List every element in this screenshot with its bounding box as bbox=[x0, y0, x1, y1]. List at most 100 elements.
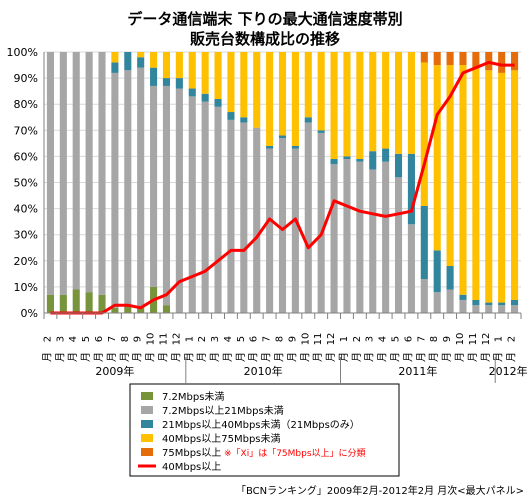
legend-label: 7.2Mbps未満 bbox=[162, 391, 224, 403]
legend-swatch bbox=[141, 420, 153, 428]
x-tick-label-unit: 月 bbox=[145, 352, 157, 362]
bar-segment bbox=[227, 112, 235, 120]
x-tick-label: 3 bbox=[365, 336, 376, 342]
bar-segment bbox=[111, 72, 119, 308]
bar-segment bbox=[485, 302, 493, 306]
x-tick-label-unit: 月 bbox=[351, 352, 363, 362]
bar-segment bbox=[511, 305, 519, 313]
bar-segment bbox=[304, 122, 312, 313]
x-tick-label-unit: 月 bbox=[93, 352, 105, 362]
bar-segment bbox=[356, 159, 364, 162]
x-tick-label: 1 bbox=[339, 336, 350, 342]
bar-segment bbox=[459, 52, 467, 66]
bar-segment bbox=[59, 294, 67, 313]
bar-segment bbox=[459, 294, 467, 300]
x-tick-label: 9 bbox=[287, 336, 298, 342]
bar-segment bbox=[356, 52, 364, 160]
bar-segment bbox=[227, 52, 235, 113]
legend-label: 75Mbps以上 bbox=[162, 447, 221, 459]
legend-label: 7.2Mbps以上21Mbps未満 bbox=[162, 405, 284, 417]
chart-title-line1: データ通信端末 下りの最大通信速度帯別 bbox=[127, 10, 402, 28]
bar-segment bbox=[446, 52, 454, 66]
x-tick-label: 10 bbox=[300, 333, 311, 346]
x-tick-label: 2 bbox=[197, 336, 208, 342]
x-tick-label: 5 bbox=[81, 336, 92, 342]
y-tick-label: 40% bbox=[14, 203, 38, 216]
bar-segment bbox=[111, 62, 119, 73]
x-tick-label: 6 bbox=[94, 336, 105, 342]
bar-segment bbox=[382, 148, 390, 162]
legend-frame bbox=[129, 383, 400, 477]
bar-segment bbox=[343, 156, 351, 160]
x-tick-label-unit: 月 bbox=[299, 352, 311, 362]
x-tick-label-unit: 月 bbox=[274, 352, 286, 362]
x-tick-label-unit: 月 bbox=[80, 352, 92, 362]
y-axis: 0% 10% 20% 30% 40% 50% 60% 70% 80% 90% 100% bbox=[7, 46, 38, 320]
x-tick-label: 4 bbox=[223, 336, 234, 342]
x-tick-label: 5 bbox=[236, 336, 247, 342]
x-tick-label: 12 bbox=[171, 333, 182, 346]
bar-segment bbox=[85, 292, 93, 313]
bar-segment bbox=[420, 279, 428, 313]
x-tick-label-unit: 月 bbox=[54, 352, 66, 362]
bar-segment bbox=[85, 52, 93, 293]
x-tick-label-unit: 月 bbox=[364, 352, 376, 362]
x-tick-label: 4 bbox=[68, 336, 79, 342]
x-tick-label-unit: 月 bbox=[67, 352, 79, 362]
bar-segment bbox=[446, 289, 454, 313]
bar-segment bbox=[485, 305, 493, 313]
bar-segment bbox=[369, 151, 377, 170]
x-tick-label: 9 bbox=[442, 336, 453, 342]
year-label: 2012年 bbox=[489, 364, 528, 378]
bar-segment bbox=[137, 67, 145, 308]
year-label: 2010年 bbox=[244, 364, 283, 378]
bar-segment bbox=[111, 52, 119, 63]
x-tick-label: 12 bbox=[326, 333, 337, 346]
bar-segment bbox=[188, 88, 196, 97]
bar-segment bbox=[162, 52, 171, 79]
x-tick-label: 10 bbox=[146, 333, 157, 346]
legend: 7.2Mbps未満 7.2Mbps以上21Mbps未満 21Mbps以上40Mbps… bbox=[129, 383, 400, 477]
bar-segment bbox=[98, 294, 106, 313]
source-note: 「BCNランキング」2009年2月-2012年2月 月次<最大パネル> bbox=[236, 484, 524, 497]
bar-segment bbox=[150, 85, 158, 287]
bar-segment bbox=[317, 52, 325, 131]
bar-segment bbox=[420, 205, 428, 280]
bar-segment bbox=[175, 78, 183, 89]
x-tick-label-unit: 月 bbox=[312, 352, 324, 362]
bar-segment bbox=[150, 52, 158, 68]
bar-segment bbox=[498, 52, 506, 73]
bar-segment bbox=[124, 305, 132, 313]
bar-segment bbox=[227, 119, 235, 313]
bar-segment bbox=[407, 52, 415, 154]
x-tick-label-unit: 月 bbox=[506, 352, 518, 362]
bar-segment bbox=[433, 65, 441, 251]
y-tick-label: 10% bbox=[14, 281, 38, 294]
x-tick-label-unit: 月 bbox=[235, 352, 247, 362]
x-tick-label: 6 bbox=[249, 336, 260, 342]
bar-segment bbox=[356, 161, 364, 313]
bar-segment bbox=[98, 52, 106, 295]
bar-segment bbox=[137, 307, 145, 313]
x-tick-label: 8 bbox=[275, 336, 286, 342]
bar-segment bbox=[472, 52, 480, 68]
bar-segment bbox=[394, 153, 403, 178]
legend-label: 40Mbps以上75Mbps未満 bbox=[162, 433, 281, 445]
x-tick-label: 2 bbox=[352, 336, 363, 342]
x-tick-label-unit: 月 bbox=[467, 352, 479, 362]
bar-segment bbox=[433, 52, 441, 66]
x-tick-label: 3 bbox=[210, 336, 221, 342]
x-tick-label-unit: 月 bbox=[377, 352, 389, 362]
bar-segment bbox=[291, 52, 299, 146]
x-tick-label-unit: 月 bbox=[454, 352, 466, 362]
bar-segment bbox=[253, 52, 261, 128]
y-tick-label: 0% bbox=[21, 307, 38, 320]
bar-segment bbox=[407, 224, 415, 313]
bar-segment bbox=[162, 85, 171, 306]
bar-segment bbox=[214, 98, 222, 107]
bar-segment bbox=[214, 106, 222, 313]
x-tick-label-unit: 月 bbox=[415, 352, 427, 362]
x-tick-label: 7 bbox=[416, 336, 427, 342]
bar-segment bbox=[498, 72, 506, 303]
